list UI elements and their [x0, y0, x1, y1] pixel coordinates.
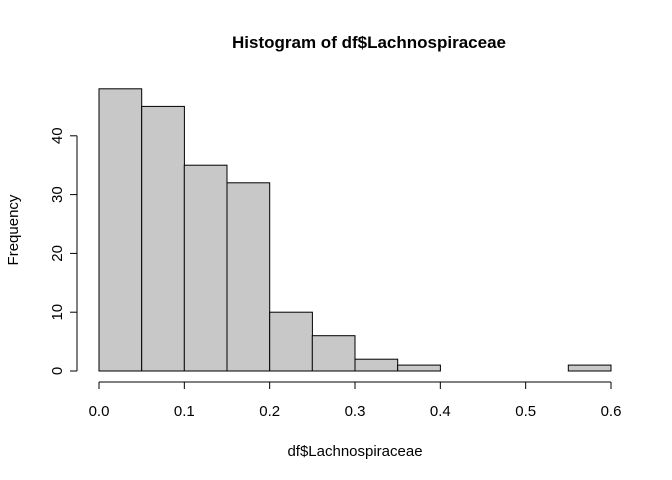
chart-title: Histogram of df$Lachnospiraceae	[232, 33, 506, 52]
x-tick-label-3: 0.3	[345, 403, 366, 420]
histogram-bar-6	[354, 358, 399, 372]
histogram-bar-7	[397, 364, 441, 372]
x-axis-label: df$Lachnospiraceae	[287, 443, 422, 460]
y-axis: 0 10 20 30 40	[49, 127, 78, 375]
histogram-bar-1	[141, 105, 185, 372]
y-tick-label-0: 0	[49, 367, 66, 375]
histogram-bar-2	[183, 164, 228, 372]
bars-group	[98, 88, 612, 372]
y-tick-label-3: 30	[49, 186, 66, 203]
histogram-bar-4	[269, 311, 313, 372]
y-tick-label-4: 40	[49, 127, 66, 144]
x-tick-label-0: 0.0	[89, 403, 110, 420]
x-tick-label-2: 0.2	[259, 403, 280, 420]
x-tick-label-5: 0.5	[515, 403, 536, 420]
histogram-bar-5	[311, 335, 356, 372]
x-tick-label-6: 0.6	[601, 403, 622, 420]
histogram-bar-3	[226, 182, 271, 372]
y-tick-label-2: 20	[49, 245, 66, 262]
histogram-bar-11	[567, 364, 612, 372]
x-axis: 0.0 0.1 0.2 0.3 0.4 0.5 0.6	[89, 381, 622, 420]
x-tick-label-1: 0.1	[174, 403, 195, 420]
y-axis-label: Frequency	[5, 194, 22, 265]
histogram-bar-0	[98, 88, 143, 372]
y-tick-label-1: 10	[49, 304, 66, 321]
x-tick-label-4: 0.4	[430, 403, 451, 420]
